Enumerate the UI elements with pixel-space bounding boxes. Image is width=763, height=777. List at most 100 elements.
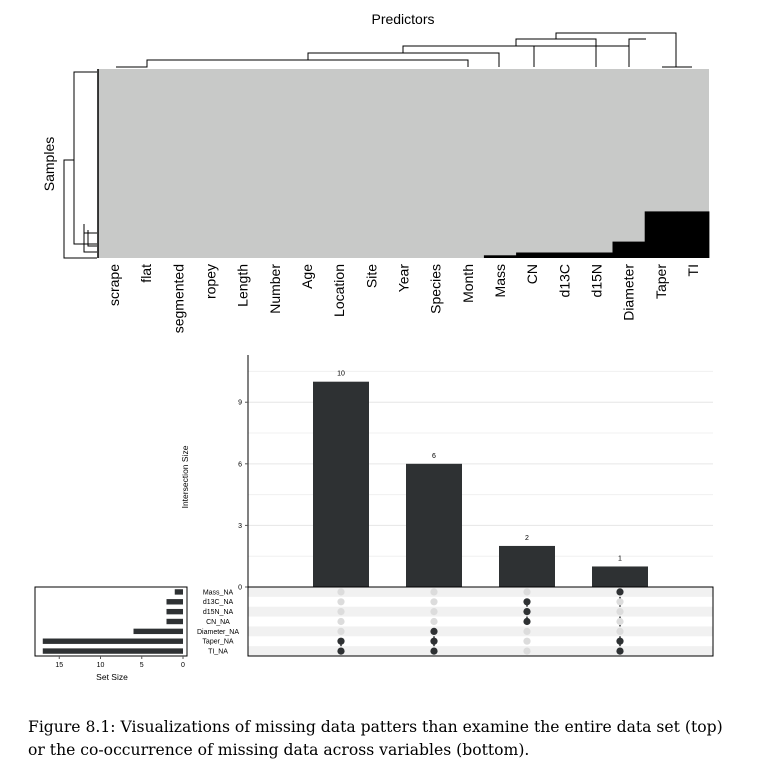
matrix-dot-d15n_na-2 xyxy=(430,608,438,616)
column-label-location: Location xyxy=(331,264,347,317)
upset-ylabel: Intersection Size xyxy=(180,445,190,508)
column-label-ti: TI xyxy=(685,264,701,276)
matrix-dot-d13c_na-2 xyxy=(430,598,438,606)
matrix-dot-ti_na-3 xyxy=(523,647,531,655)
set-size-bar-diameter_na xyxy=(133,628,183,635)
set-size-tick-label-0: 0 xyxy=(181,662,185,669)
matrix-dot-taper_na-1 xyxy=(337,637,345,645)
missing-cells-d13c xyxy=(548,252,581,258)
intersection-bar-3 xyxy=(499,545,555,587)
set-size-bar-ti_na xyxy=(42,648,183,654)
missing-cells-mass xyxy=(483,255,517,258)
upset-matrix xyxy=(248,587,713,656)
heatmap-missing-cells xyxy=(483,211,710,258)
y-tick-label-3: 3 xyxy=(238,523,242,530)
intersection-bar-2 xyxy=(406,463,462,587)
heatmap-ylabel: Samples xyxy=(41,137,57,191)
column-label-species: Species xyxy=(428,264,444,314)
set-label-d13c_na: d13C_NA xyxy=(203,599,234,606)
matrix-dot-cn_na-3 xyxy=(523,617,531,626)
column-label-scrape: scrape xyxy=(106,264,122,306)
matrix-dot-d15n_na-4 xyxy=(616,608,624,616)
matrix-dot-mass_na-1 xyxy=(337,588,345,596)
column-label-length: Length xyxy=(235,264,251,307)
column-label-site: Site xyxy=(363,264,379,288)
matrix-dot-mass_na-2 xyxy=(430,588,438,596)
intersection-bar-label-3: 2 xyxy=(525,535,529,542)
column-dendrogram xyxy=(116,32,692,68)
set-label-diameter_na: Diameter_NA xyxy=(197,629,239,636)
matrix-dot-mass_na-4 xyxy=(616,588,624,596)
matrix-dot-d15n_na-3 xyxy=(523,608,531,616)
set-label-cn_na: CN_NA xyxy=(206,619,230,626)
missing-cells-diameter xyxy=(612,241,646,258)
set-size-bar-cn_na xyxy=(166,618,183,625)
upset-bars: 10 6 2 1 xyxy=(313,371,648,587)
matrix-dot-diameter_na-2 xyxy=(430,627,438,636)
column-label-d15n: d15N xyxy=(588,264,604,297)
intersection-bar-4 xyxy=(592,566,648,587)
set-label-ti_na: TI_NA xyxy=(208,648,228,655)
column-label-mass: Mass xyxy=(492,264,508,297)
column-label-segmented: segmented xyxy=(170,264,186,333)
heatmap-title: Predictors xyxy=(371,11,434,27)
set-size-ticks: 15 10 5 0 xyxy=(55,656,185,669)
set-label-mass_na: Mass_NA xyxy=(203,589,234,596)
matrix-dot-cn_na-2 xyxy=(430,617,438,626)
missing-cells-d15n xyxy=(580,252,613,258)
row-dendrogram xyxy=(63,71,97,259)
heatmap-column-labels: scrape flat segmented ropey Length Number Age L… xyxy=(106,264,701,334)
matrix-dot-d15n_na-1 xyxy=(337,608,345,616)
matrix-dot-d13c_na-4 xyxy=(616,598,624,606)
set-label-taper_na: Taper_NA xyxy=(202,639,233,646)
heatmap-present-area xyxy=(98,69,709,258)
column-label-taper: Taper xyxy=(653,264,669,299)
matrix-row-band xyxy=(248,606,713,617)
column-label-cn: CN xyxy=(524,264,540,284)
matrix-dot-d13c_na-1 xyxy=(337,598,345,606)
matrix-dot-diameter_na-3 xyxy=(523,627,531,636)
matrix-dot-cn_na-1 xyxy=(337,617,345,626)
intersection-bar-1 xyxy=(313,381,369,587)
missing-cells-ti xyxy=(676,211,710,258)
matrix-dot-cn_na-4 xyxy=(616,617,624,626)
column-label-age: Age xyxy=(299,264,315,289)
matrix-dot-taper_na-2 xyxy=(430,637,438,645)
set-size-tick-label-10: 10 xyxy=(97,662,105,669)
set-size-panel-border xyxy=(34,586,188,657)
column-label-d13c: d13C xyxy=(556,264,572,297)
set-size-axis-label: Set Size xyxy=(96,672,128,682)
set-size-bar-taper_na xyxy=(42,638,183,644)
matrix-row-band xyxy=(248,626,713,637)
missing-cells-cn xyxy=(516,252,549,258)
set-size-bar-d13c_na xyxy=(166,599,183,605)
column-label-year: Year xyxy=(396,264,412,293)
set-label-d15n_na: d15N_NA xyxy=(203,609,234,616)
upset-panel: 0 3 6 9 Intersection Size 10 6 2 1 Mass_NA d13C… xyxy=(34,355,714,682)
figure-caption: Figure 8.1: Visualizations of missing da… xyxy=(28,718,723,759)
matrix-row-band xyxy=(248,587,713,597)
matrix-row-band xyxy=(248,646,713,656)
missing-cells-taper xyxy=(644,211,678,258)
upset-y-ticks: 0 3 6 9 xyxy=(238,400,248,592)
matrix-dot-d13c_na-3 xyxy=(523,598,531,606)
set-labels: Mass_NA d13C_NA d15N_NA CN_NA Diameter_NA Tap… xyxy=(197,589,239,655)
column-label-diameter: Diameter xyxy=(621,264,637,321)
matrix-dot-diameter_na-1 xyxy=(337,627,345,636)
matrix-dot-ti_na-1 xyxy=(337,647,345,655)
set-size-tick-label-5: 5 xyxy=(140,662,144,669)
intersection-bar-label-2: 6 xyxy=(432,453,436,460)
intersection-bar-label-4: 1 xyxy=(618,555,622,562)
column-label-flat: flat xyxy=(138,264,154,283)
matrix-dot-taper_na-3 xyxy=(523,637,531,645)
upset-matrix-border xyxy=(247,586,714,657)
column-label-month: Month xyxy=(460,264,476,303)
y-tick-label-0: 0 xyxy=(238,585,242,592)
column-label-ropey: ropey xyxy=(203,264,219,299)
set-size-bar-mass_na xyxy=(174,589,183,595)
intersection-bar-label-1: 10 xyxy=(337,371,345,378)
column-label-number: Number xyxy=(267,264,283,314)
matrix-dot-diameter_na-4 xyxy=(616,627,624,636)
matrix-dot-ti_na-4 xyxy=(616,647,624,655)
